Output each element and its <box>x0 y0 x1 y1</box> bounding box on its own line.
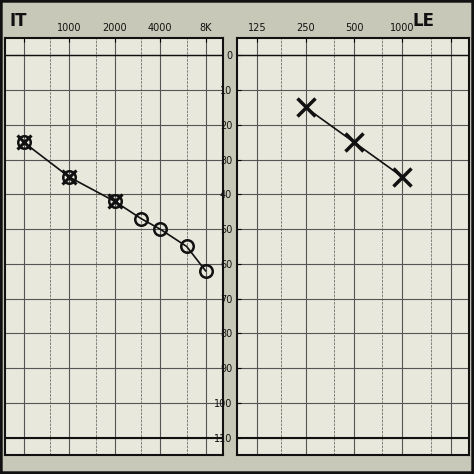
Text: IT: IT <box>9 12 27 30</box>
Text: LE: LE <box>412 12 434 30</box>
